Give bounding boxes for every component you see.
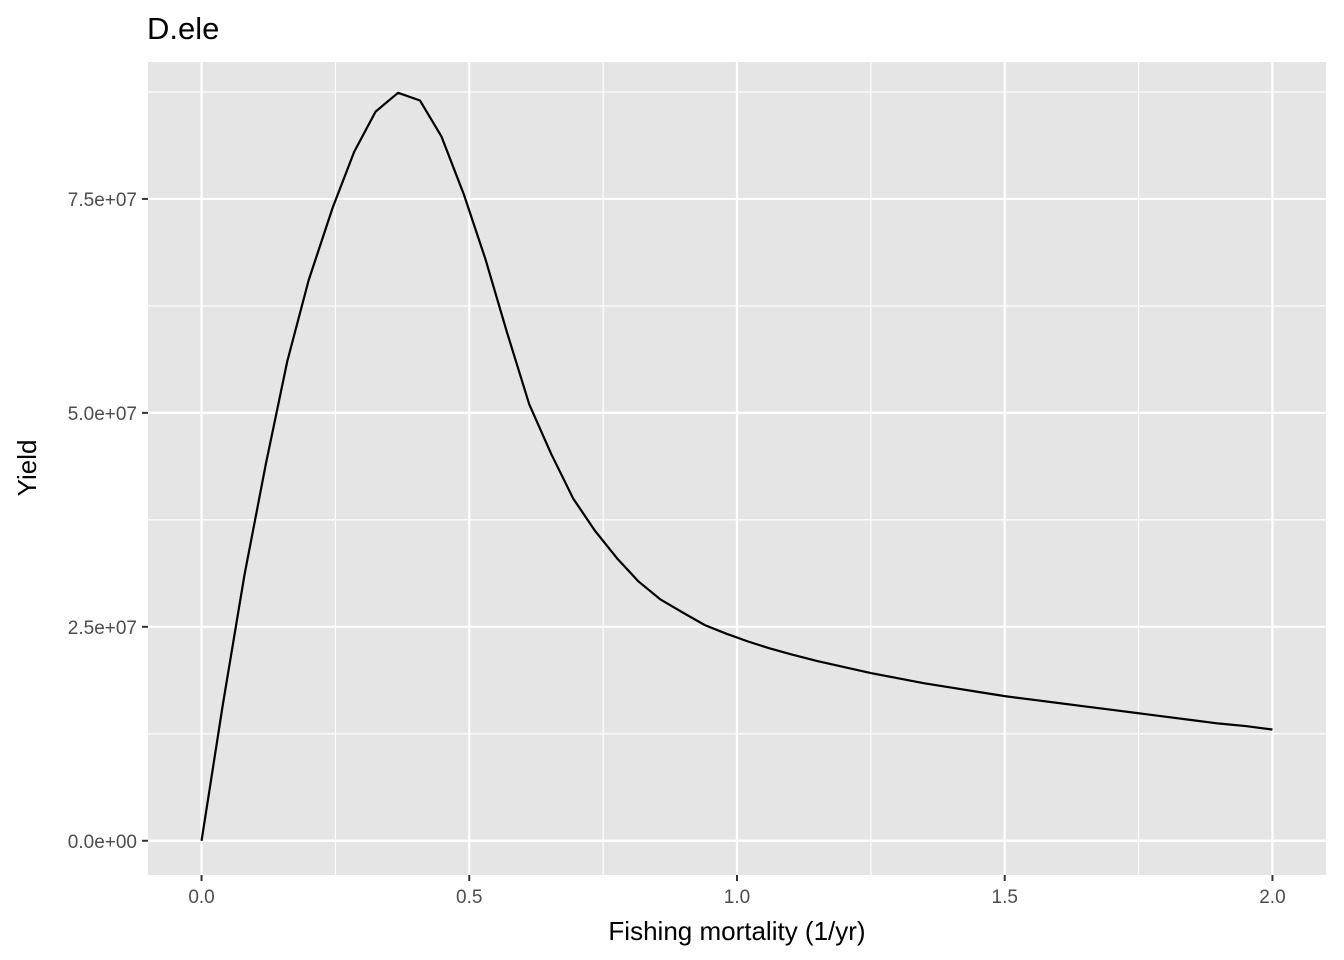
x-tick-label: 0.0 xyxy=(188,887,214,908)
series-layer xyxy=(200,91,1273,841)
yield-curve-line xyxy=(200,91,1273,841)
y-tick-label: 5.0e+07 xyxy=(68,404,137,425)
x-axis: 0.0 0.5 1.0 1.5 2.0 xyxy=(188,875,1286,908)
x-tick-label: 1.5 xyxy=(992,887,1018,908)
x-axis-title: Fishing mortality (1/yr) xyxy=(608,916,865,946)
y-tick-label: 0.0e+00 xyxy=(68,832,137,853)
x-tick-label: 2.0 xyxy=(1259,887,1285,908)
chart-title: D.ele xyxy=(147,11,219,46)
y-tick-label: 2.5e+07 xyxy=(68,618,137,639)
x-tick-label: 1.0 xyxy=(724,887,750,908)
y-tick-label: 7.5e+07 xyxy=(68,190,137,211)
y-axis: 0.0e+00 2.5e+07 5.0e+07 7.5e+07 xyxy=(68,190,148,853)
major-gridlines xyxy=(148,62,1326,875)
y-axis-title: Yield xyxy=(12,440,42,497)
x-tick-label: 0.5 xyxy=(456,887,482,908)
